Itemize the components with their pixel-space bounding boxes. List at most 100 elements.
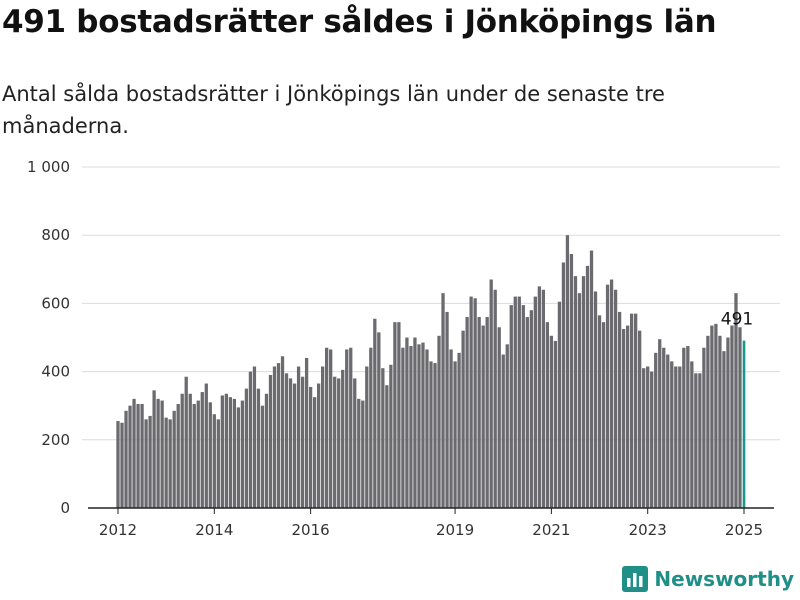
bar bbox=[224, 393, 228, 508]
bar bbox=[621, 328, 626, 508]
bar bbox=[312, 397, 317, 508]
bar bbox=[228, 397, 232, 508]
bar bbox=[236, 407, 241, 508]
bar bbox=[489, 279, 493, 508]
bar bbox=[276, 363, 281, 508]
bar bbox=[553, 340, 558, 508]
bar bbox=[541, 289, 545, 508]
bar bbox=[654, 352, 658, 508]
bar bbox=[533, 296, 537, 508]
x-axis: 2012 2014 2016 2019 2021 2023 2025 bbox=[88, 507, 774, 539]
bar bbox=[361, 400, 365, 508]
bar bbox=[734, 293, 738, 508]
bar bbox=[433, 363, 437, 508]
bar bbox=[682, 347, 686, 508]
bar bbox=[341, 369, 345, 508]
bar bbox=[666, 354, 670, 508]
bar bbox=[477, 317, 481, 508]
bar bbox=[345, 349, 349, 508]
bar bbox=[706, 335, 710, 508]
bar bbox=[505, 344, 509, 508]
bar bbox=[308, 386, 313, 508]
bar bbox=[581, 276, 586, 508]
bar bbox=[718, 335, 722, 508]
bar bbox=[333, 376, 337, 508]
bar bbox=[634, 313, 638, 508]
bar bbox=[417, 344, 421, 508]
bar bbox=[521, 305, 525, 508]
bar bbox=[670, 361, 674, 508]
bar bbox=[216, 419, 220, 508]
bar bbox=[714, 323, 718, 508]
bar bbox=[365, 366, 369, 508]
bar bbox=[662, 347, 666, 508]
bar bbox=[617, 311, 622, 508]
bar bbox=[473, 298, 477, 508]
bar bbox=[569, 253, 574, 508]
bars bbox=[116, 235, 746, 509]
bar bbox=[513, 296, 517, 508]
bar bbox=[325, 347, 329, 508]
bar bbox=[577, 293, 582, 508]
chart-title: 491 bostadsrätter såldes i Jönköpings lä… bbox=[2, 4, 717, 40]
highlight-value-label: 491 bbox=[721, 310, 753, 330]
bar bbox=[678, 366, 682, 508]
bar bbox=[441, 293, 445, 508]
bar bbox=[389, 364, 393, 508]
bar bbox=[132, 398, 136, 508]
bar bbox=[457, 352, 461, 508]
bar bbox=[461, 330, 465, 508]
bar bbox=[321, 366, 325, 508]
bar-chart-logo-icon bbox=[622, 566, 649, 592]
bar bbox=[501, 354, 505, 508]
bar bbox=[120, 422, 124, 508]
y-tick-label: 800 bbox=[41, 226, 70, 244]
bar bbox=[601, 322, 606, 508]
bar bbox=[445, 311, 449, 508]
bar bbox=[698, 373, 702, 508]
bar bbox=[605, 284, 610, 508]
bar bbox=[260, 405, 265, 508]
bar bbox=[220, 395, 224, 508]
bar bbox=[630, 313, 634, 508]
bar bbox=[393, 322, 397, 508]
bar bbox=[353, 378, 357, 508]
bar bbox=[421, 342, 425, 508]
bar bbox=[329, 349, 333, 508]
bar bbox=[585, 265, 590, 508]
bar bbox=[525, 317, 529, 508]
bar bbox=[288, 378, 293, 508]
bar bbox=[280, 356, 285, 508]
bar bbox=[128, 405, 132, 508]
bar bbox=[557, 301, 562, 508]
bar bbox=[349, 347, 353, 508]
bar bbox=[529, 310, 533, 508]
x-tick-label: 2014 bbox=[195, 521, 233, 539]
bar bbox=[465, 317, 469, 508]
bar bbox=[738, 327, 742, 508]
bar bbox=[694, 373, 698, 508]
y-tick-label: 600 bbox=[41, 294, 70, 312]
bar bbox=[304, 357, 309, 508]
bar bbox=[674, 366, 678, 508]
bar bbox=[690, 361, 694, 508]
bar bbox=[144, 419, 148, 508]
bar bbox=[561, 262, 566, 508]
bar bbox=[116, 421, 120, 508]
bar bbox=[537, 286, 541, 508]
bar bbox=[268, 375, 273, 508]
bar bbox=[625, 325, 630, 508]
bar bbox=[726, 337, 730, 508]
bar bbox=[244, 388, 249, 508]
bar bbox=[369, 347, 373, 508]
bar bbox=[300, 376, 305, 508]
bar bbox=[650, 371, 654, 508]
bar bbox=[256, 388, 261, 508]
y-tick-label: 1 000 bbox=[27, 158, 70, 176]
bar bbox=[565, 235, 570, 508]
bar bbox=[208, 402, 212, 508]
y-tick-label: 200 bbox=[41, 431, 70, 449]
y-tick-label: 400 bbox=[41, 363, 70, 381]
bar bbox=[409, 346, 413, 508]
